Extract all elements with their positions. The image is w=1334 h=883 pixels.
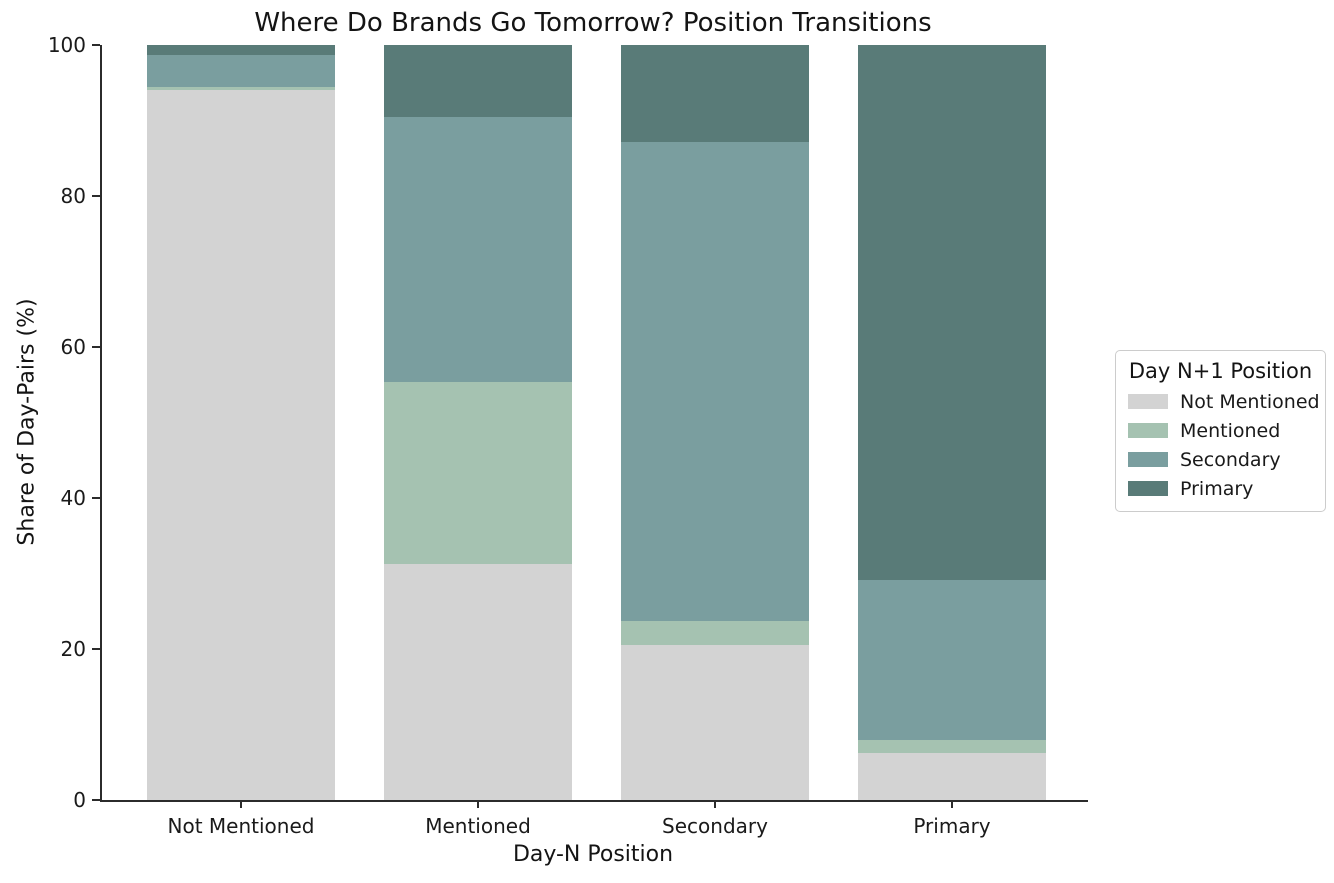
legend-entry-label-secondary: Secondary bbox=[1180, 448, 1281, 471]
legend-swatch-not-mentioned bbox=[1128, 394, 1168, 409]
y-tick-label-40: 40 bbox=[60, 486, 86, 510]
x-tick-mark-primary bbox=[951, 800, 953, 808]
bar-segment-mentioned-secondary bbox=[384, 116, 572, 382]
bar-segment-primary-primary bbox=[858, 45, 1046, 580]
bar-secondary bbox=[621, 45, 809, 800]
y-tick-label-20: 20 bbox=[60, 637, 86, 661]
y-tick-label-100: 100 bbox=[47, 33, 86, 57]
x-tick-mark-not-mentioned bbox=[240, 800, 242, 808]
y-tick-label-80: 80 bbox=[60, 184, 86, 208]
legend-entry-mentioned: Mentioned bbox=[1124, 416, 1317, 445]
y-tick-mark-0 bbox=[92, 799, 100, 801]
bar-segment-not-mentioned-primary bbox=[147, 45, 335, 55]
legend-entry-label-not-mentioned: Not Mentioned bbox=[1180, 390, 1320, 413]
legend-swatch-mentioned bbox=[1128, 423, 1168, 438]
x-tick-mark-mentioned bbox=[477, 800, 479, 808]
y-tick-mark-100 bbox=[92, 44, 100, 46]
plot-area: 0 20 40 60 80 100 Not Mentioned Mentioned Second… bbox=[48, 35, 1088, 838]
bar-segment-primary-mentioned bbox=[858, 739, 1046, 754]
bar-segment-secondary-primary bbox=[621, 45, 809, 143]
x-tick-label-mentioned: Mentioned bbox=[425, 814, 531, 838]
y-tick-mark-20 bbox=[92, 648, 100, 650]
bar-segment-primary-not-mentioned bbox=[858, 753, 1046, 800]
legend-title: Day N+1 Position bbox=[1128, 359, 1313, 383]
x-tick-label-primary: Primary bbox=[913, 814, 991, 838]
y-tick-mark-60 bbox=[92, 346, 100, 348]
bar-segment-not-mentioned-mentioned bbox=[147, 86, 335, 91]
bar-segment-secondary-not-mentioned bbox=[621, 645, 809, 800]
x-tick-label-not-mentioned: Not Mentioned bbox=[167, 814, 315, 838]
legend-entries: Not Mentioned Mentioned Secondary Primary bbox=[1124, 387, 1320, 503]
bar-mentioned bbox=[384, 45, 572, 800]
y-tick-label-60: 60 bbox=[60, 335, 86, 359]
legend-entry-not-mentioned: Not Mentioned bbox=[1124, 387, 1320, 416]
bar-segment-secondary-secondary bbox=[621, 142, 809, 622]
bar-segment-mentioned-primary bbox=[384, 45, 572, 117]
chart-title: Where Do Brands Go Tomorrow? Position Tr… bbox=[254, 8, 932, 38]
x-tick-mark-secondary bbox=[714, 800, 716, 808]
x-axis-label: Day-N Position bbox=[512, 842, 674, 867]
y-tick-mark-80 bbox=[92, 195, 100, 197]
bar-primary bbox=[858, 45, 1046, 800]
legend: Day N+1 Position Not Mentioned Mentioned S… bbox=[1115, 350, 1326, 512]
bar-segment-primary-secondary bbox=[858, 579, 1046, 740]
bar-segment-mentioned-not-mentioned bbox=[384, 564, 572, 800]
legend-entry-secondary: Secondary bbox=[1124, 445, 1317, 474]
legend-entry-label-primary: Primary bbox=[1180, 477, 1254, 500]
bar-segment-not-mentioned-not-mentioned bbox=[147, 90, 335, 800]
bar-segment-secondary-mentioned bbox=[621, 621, 809, 646]
bar-segment-not-mentioned-secondary bbox=[147, 54, 335, 87]
bar-not-mentioned bbox=[147, 45, 335, 800]
legend-entry-label-mentioned: Mentioned bbox=[1180, 419, 1281, 442]
y-axis-label: Share of Day-Pairs (%) bbox=[14, 298, 40, 546]
legend-entry-primary: Primary bbox=[1124, 474, 1317, 503]
y-tick-label-0: 0 bbox=[73, 788, 86, 812]
y-tick-mark-40 bbox=[92, 497, 100, 499]
x-tick-label-secondary: Secondary bbox=[662, 814, 768, 838]
legend-swatch-secondary bbox=[1128, 452, 1168, 467]
legend-swatch-primary bbox=[1128, 481, 1168, 496]
bar-segment-mentioned-mentioned bbox=[384, 381, 572, 565]
